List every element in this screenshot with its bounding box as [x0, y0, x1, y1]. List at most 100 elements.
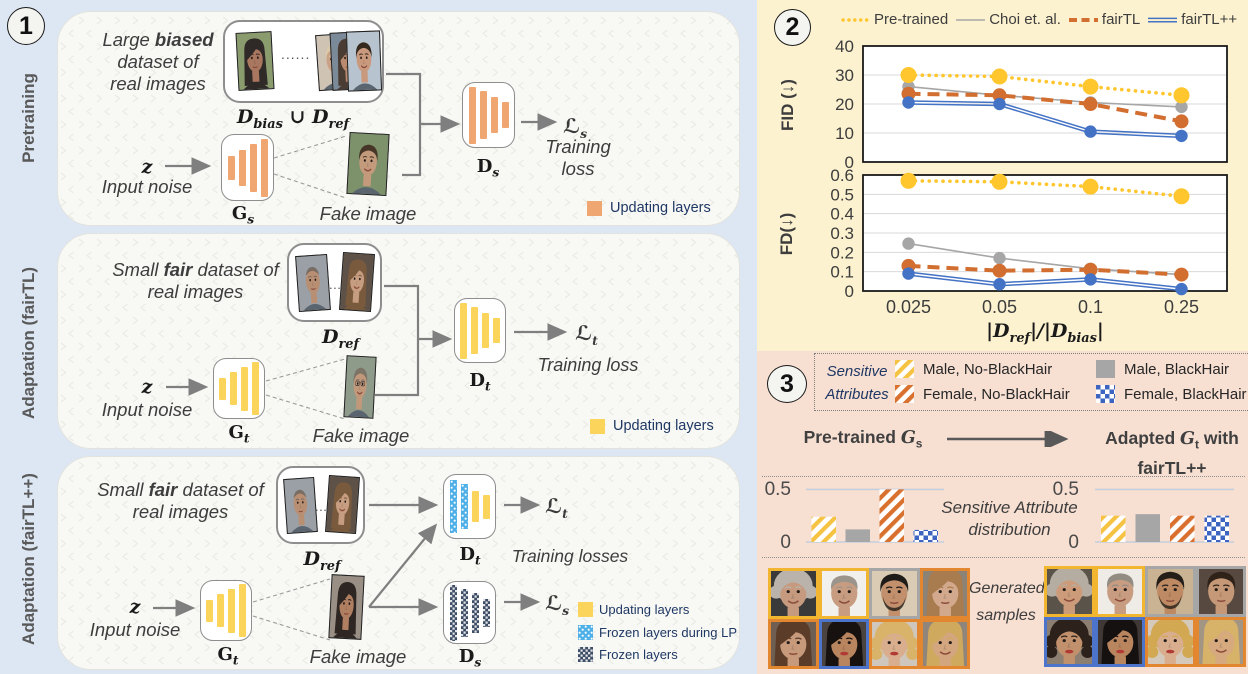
dataset-photo: [295, 253, 331, 313]
chart-legend-item: fairTL: [1068, 11, 1141, 28]
samples-grid-adapted: [1044, 566, 1246, 667]
frozen-bar: [449, 584, 457, 641]
samples-caption: Generated samples: [969, 580, 1045, 624]
sensitive-attributes-title: Sensitive Attributes: [825, 363, 889, 403]
panel1-description: Large biased dataset of real images: [102, 29, 214, 94]
adapted-title: Adapted Gt with fairTL++: [1105, 428, 1239, 478]
panel1-generator-box: [221, 134, 274, 201]
layer-bar: [249, 143, 257, 192]
y-tick-label: 0: [845, 282, 854, 301]
female-blackhair-label: Female, BlackHair: [1124, 385, 1247, 403]
data-point: [1083, 97, 1098, 111]
generated-sample: [818, 568, 869, 619]
panel-metrics-charts: 2 Pre-trained Choi et. al. fairTL fairTL++ …: [757, 0, 1248, 351]
panel3-dataset-box: ....: [276, 466, 365, 544]
panel1-fake-image: [346, 131, 390, 197]
attr-bar: [1135, 514, 1160, 542]
attr-bar: [1204, 515, 1229, 542]
panel1-dataset-box: ......: [223, 20, 384, 103]
data-point: [992, 88, 1007, 103]
data-point: [1084, 273, 1097, 286]
frozen-bar: [482, 598, 490, 627]
frozen-lp-swatch: [578, 625, 593, 640]
dataset-photo: [345, 30, 383, 92]
frozen-label: Frozen layers: [599, 647, 678, 662]
updating-layers-swatch: [590, 418, 605, 434]
x-tick-label: 0.05: [982, 297, 1017, 317]
data-point: [1084, 125, 1097, 138]
panel1-z-label: z: [141, 156, 153, 178]
adaptation-arrow: [947, 431, 1069, 447]
sensitive-attributes-legend: Sensitive Attributes Male, No-BlackHair M…: [814, 353, 1248, 411]
data-point: [1174, 114, 1189, 129]
dataset-photo: [325, 474, 360, 535]
panel2-input-noise: Input noise: [101, 399, 193, 420]
data-point: [1175, 282, 1188, 296]
chart-legend-item: Pre-trained: [841, 11, 949, 28]
male-noblackhair-swatch: [895, 360, 914, 378]
layer-bar: [219, 377, 226, 400]
data-point: [1175, 129, 1188, 143]
panel-attributes: 3 Sensitive Attributes Male, No-BlackHair…: [757, 351, 1248, 674]
badge-1: 1: [7, 7, 45, 45]
data-point: [900, 172, 917, 189]
data-point: [901, 86, 916, 101]
panel3-z-label: z: [129, 596, 141, 618]
layer-bar: [482, 313, 489, 348]
x-axis-title: |Dref|/|Dbias|: [986, 320, 1104, 346]
legend-female-blackhair: Female, BlackHair: [1096, 385, 1247, 403]
panel1-dataset-caption: Dbias ∪ Dref: [236, 106, 350, 132]
panel-pretraining: Large biased dataset of real images ......…: [57, 11, 740, 226]
side-label-fairtlpp: Adaptation (fairTL++): [19, 473, 38, 645]
frozen-lp-bar: [460, 484, 468, 529]
y-tick-label: 0.6: [830, 166, 854, 185]
data-point: [991, 68, 1008, 85]
generated-sample: [768, 568, 819, 619]
data-point: [900, 67, 917, 83]
attr-bar: [879, 489, 904, 542]
male-blackhair-swatch: [1096, 360, 1115, 378]
data-point: [993, 97, 1006, 111]
badge-2: 2: [774, 9, 811, 46]
layer-bar: [230, 372, 237, 405]
layer-bar: [241, 366, 248, 411]
chart-legend-item: Choi et. al.: [956, 11, 1061, 28]
panel3-fake-image: [328, 574, 365, 640]
layer-bar: [479, 91, 487, 139]
layer-bar: [239, 584, 246, 637]
attr-bar: [1101, 515, 1126, 542]
updating-layers-label: Updating layers: [599, 602, 690, 617]
y-tick-label: 40: [835, 37, 854, 56]
panel2-legend: Updating layers: [590, 418, 714, 434]
panel2-fake-image: [343, 355, 377, 419]
side-label-fairtl: Adaptation (fairTL): [19, 266, 38, 420]
generated-sample: [869, 568, 920, 619]
panel2-dataset-caption: Dref: [321, 326, 360, 352]
data-point: [1174, 267, 1189, 282]
badge-3: 3: [767, 365, 807, 403]
attr-bar: [811, 516, 836, 542]
updating-layers-swatch: [587, 200, 602, 216]
panel2-loss-caption: Training loss: [537, 355, 639, 375]
panel2-generator-box: [213, 358, 265, 419]
layer-bar: [468, 86, 476, 144]
updating-layers-label: Updating layers: [610, 200, 711, 216]
panel1-loss-caption: Training loss: [545, 136, 611, 179]
dataset-dots: ......: [281, 46, 311, 62]
frozen-bar: [471, 592, 479, 633]
female-blackhair-swatch: [1096, 385, 1115, 403]
legend-female-noblackhair: Female, No-BlackHair: [895, 385, 1070, 403]
generated-sample: [1145, 616, 1196, 667]
plot-border: [862, 174, 1228, 292]
generated-sample: [919, 618, 970, 669]
separator: [762, 557, 1245, 558]
data-point: [993, 278, 1006, 291]
dataset-photo: [283, 476, 318, 535]
y-tick-label: 10: [835, 124, 854, 143]
panel3-generator-label: Gt: [217, 644, 239, 668]
panel3-loss-s-label: ℒs: [545, 591, 570, 618]
panel3-legend-updating: Updating layers: [578, 602, 689, 617]
updating-layers-swatch: [578, 602, 593, 617]
data-point: [902, 267, 915, 280]
